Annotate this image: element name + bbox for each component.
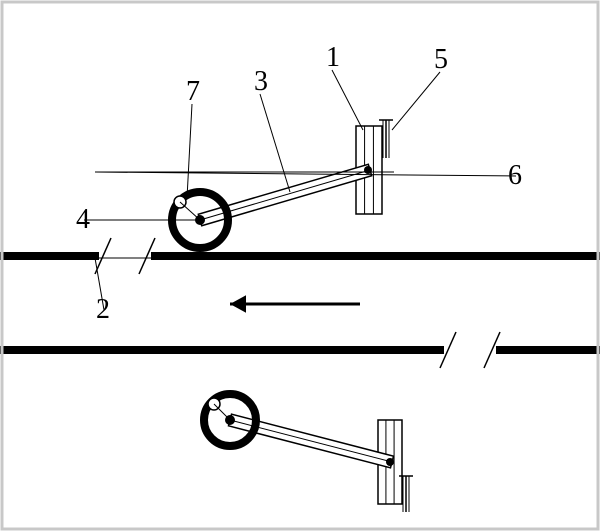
callout-5: 5 xyxy=(434,44,448,75)
callout-1: 1 xyxy=(326,42,340,73)
callout-7: 7 xyxy=(186,76,200,107)
callout-3: 3 xyxy=(254,66,268,97)
callout-2: 2 xyxy=(96,294,110,325)
callout-6: 6 xyxy=(508,160,522,191)
callout-4: 4 xyxy=(76,204,90,235)
